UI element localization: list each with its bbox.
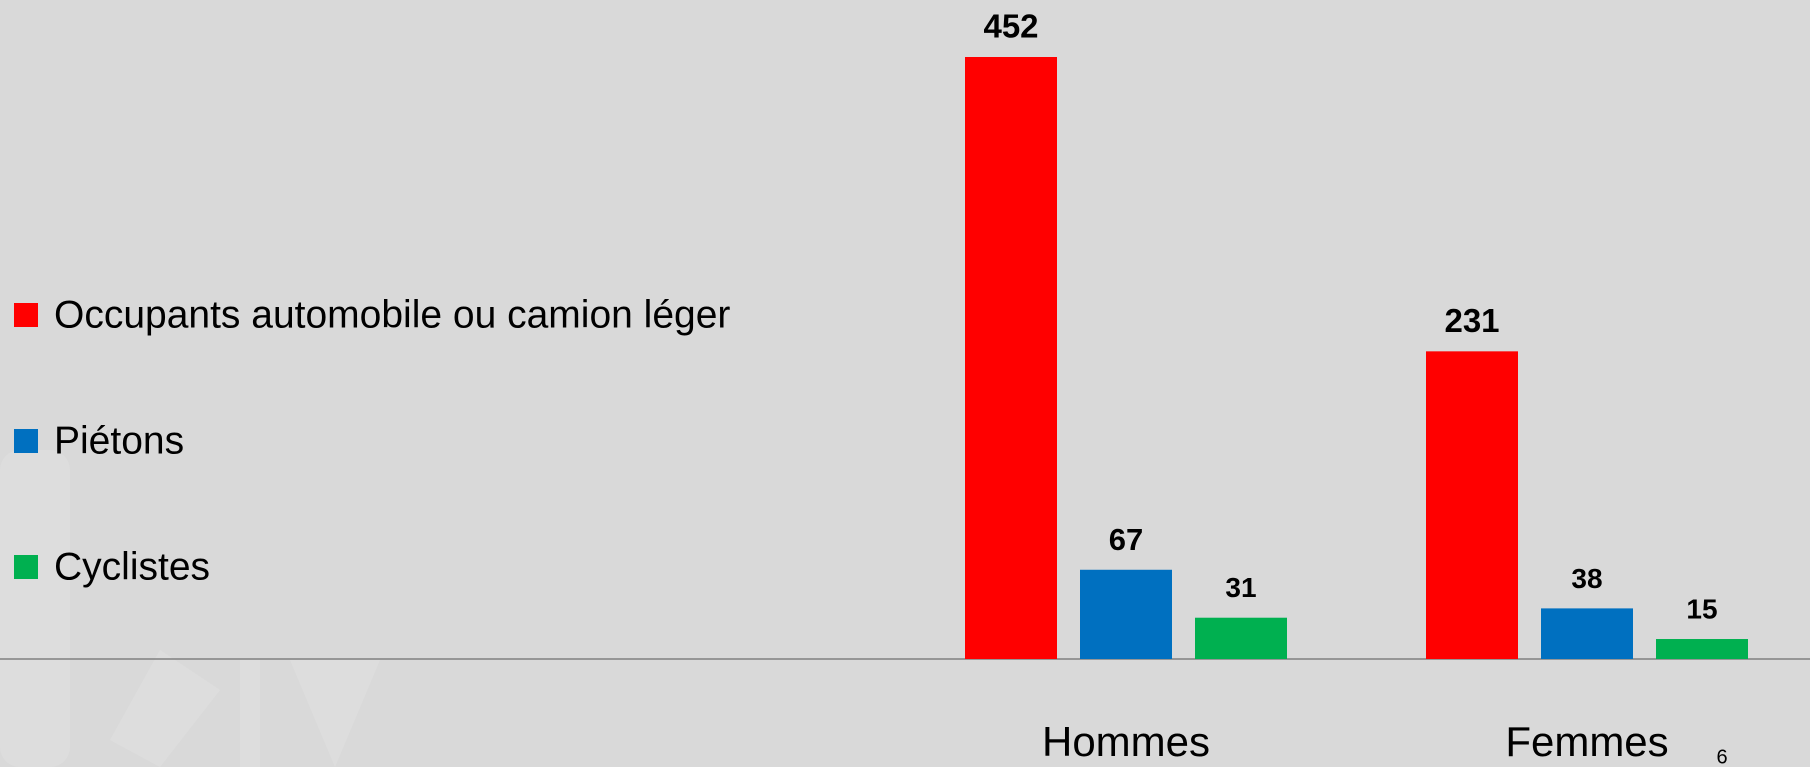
slide-number: 6	[1716, 746, 1727, 767]
bar	[965, 57, 1057, 659]
legend-swatch	[14, 303, 38, 327]
legend-label: Occupants automobile ou camion léger	[54, 293, 730, 336]
page: 6 Occupants automobile ou camion léger Pi…	[0, 0, 1810, 767]
data-label: 31	[1225, 572, 1256, 603]
bar	[1656, 639, 1748, 659]
legend-label: Cyclistes	[54, 545, 210, 588]
legend-swatch	[14, 429, 38, 453]
legend-label: Piétons	[54, 419, 184, 462]
bar	[1426, 351, 1518, 659]
background	[0, 0, 1810, 767]
bar	[1080, 570, 1172, 659]
x-tick-label: Hommes	[1042, 718, 1210, 765]
data-label: 38	[1571, 563, 1602, 594]
watermark-shape	[0, 450, 70, 767]
bar	[1195, 618, 1287, 659]
legend-swatch	[14, 555, 38, 579]
data-label: 15	[1686, 593, 1717, 624]
x-tick-label: Femmes	[1505, 718, 1668, 765]
bar	[1541, 608, 1633, 659]
data-label: 67	[1109, 522, 1143, 557]
watermark-shape	[240, 660, 260, 767]
chart: 6 Occupants automobile ou camion léger Pi…	[0, 0, 1810, 767]
data-label: 231	[1444, 302, 1499, 339]
data-label: 452	[983, 8, 1038, 45]
